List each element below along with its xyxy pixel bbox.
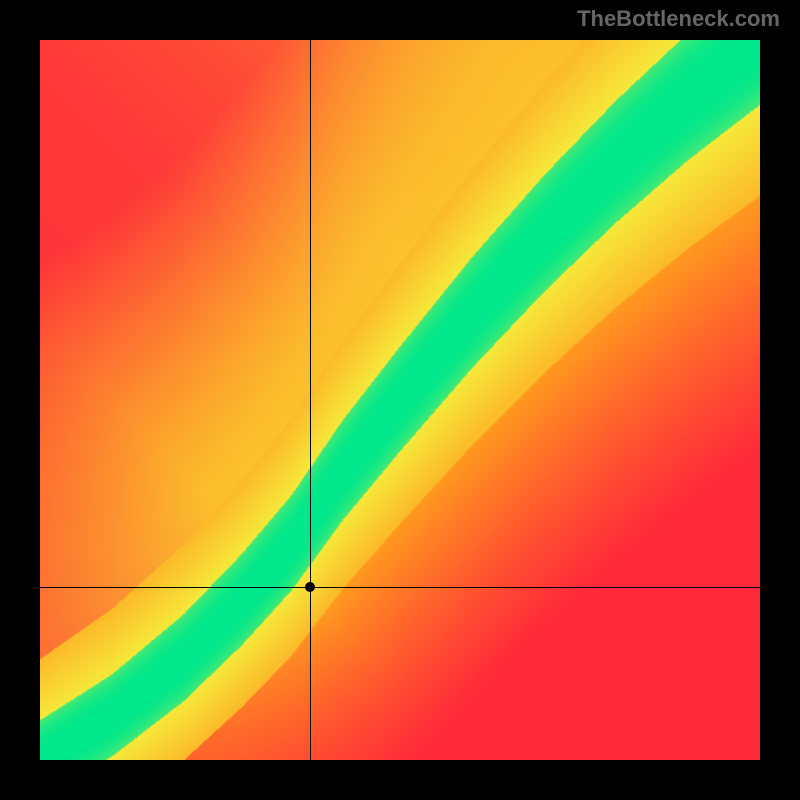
chart-container: TheBottleneck.com <box>0 0 800 800</box>
crosshair-horizontal <box>40 587 760 588</box>
plot-area <box>40 40 760 760</box>
crosshair-vertical <box>310 40 311 760</box>
watermark-text: TheBottleneck.com <box>577 6 780 32</box>
heatmap-canvas <box>40 40 760 760</box>
